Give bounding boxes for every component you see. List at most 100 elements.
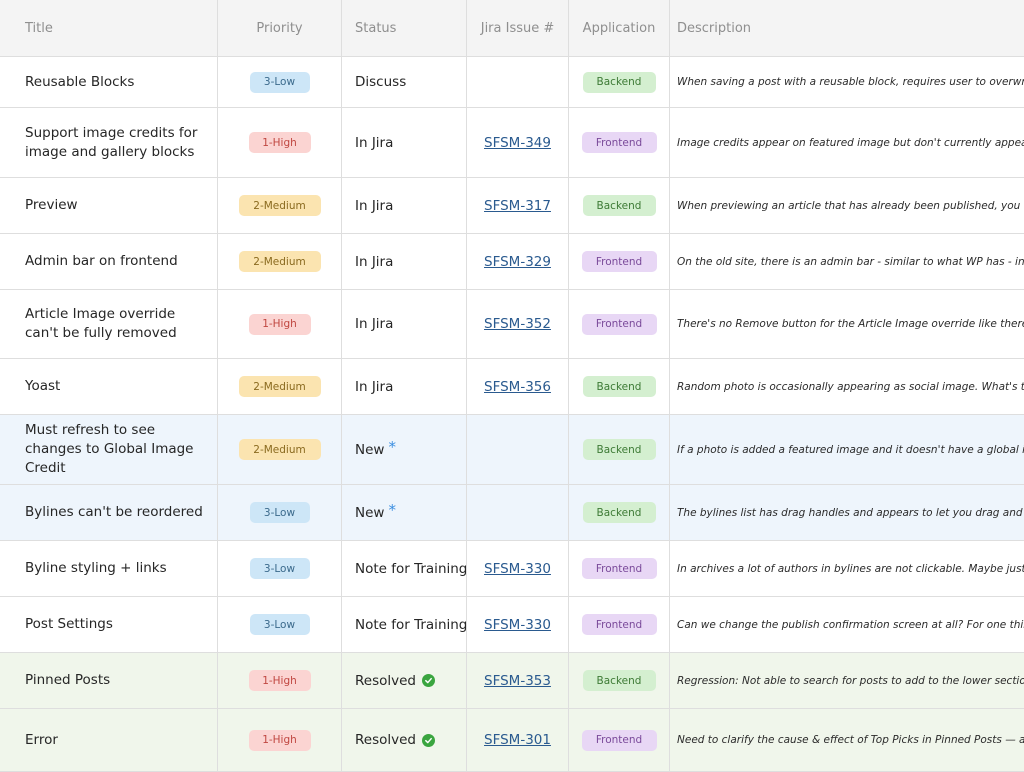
priority-cell[interactable]: 3-Low: [218, 541, 342, 596]
status-cell[interactable]: In Jira: [342, 234, 467, 289]
table-row[interactable]: Must refresh to see changes to Global Im…: [0, 415, 1024, 485]
status-cell[interactable]: Note for Training: [342, 597, 467, 652]
jira-issue-link[interactable]: SFSM-330: [484, 560, 551, 577]
description-cell[interactable]: Random photo is occasionally appearing a…: [670, 359, 1024, 414]
application-cell[interactable]: Frontend: [569, 234, 670, 289]
table-row[interactable]: Article Image override can't be fully re…: [0, 290, 1024, 359]
jira-issue-link[interactable]: SFSM-330: [484, 616, 551, 633]
application-cell[interactable]: Backend: [569, 57, 670, 107]
column-header-application[interactable]: Application: [569, 0, 670, 56]
table-row[interactable]: Byline styling + links 3-Low Note for Tr…: [0, 541, 1024, 597]
jira-cell[interactable]: SFSM-356: [467, 359, 569, 414]
priority-cell[interactable]: 2-Medium: [218, 178, 342, 233]
description-cell[interactable]: The bylines list has drag handles and ap…: [670, 485, 1024, 540]
description-cell[interactable]: When saving a post with a reusable block…: [670, 57, 1024, 107]
application-cell[interactable]: Frontend: [569, 290, 670, 358]
application-cell[interactable]: Frontend: [569, 108, 670, 177]
application-cell[interactable]: Frontend: [569, 597, 670, 652]
title-cell[interactable]: Yoast: [0, 359, 218, 414]
priority-cell[interactable]: 2-Medium: [218, 415, 342, 484]
application-cell[interactable]: Backend: [569, 415, 670, 484]
jira-issue-link[interactable]: SFSM-329: [484, 253, 551, 270]
table-row[interactable]: Bylines can't be reordered 3-Low New * Ba…: [0, 485, 1024, 541]
jira-cell[interactable]: SFSM-349: [467, 108, 569, 177]
jira-issue-link[interactable]: SFSM-353: [484, 672, 551, 689]
description-cell[interactable]: If a photo is added a featured image and…: [670, 415, 1024, 484]
application-cell[interactable]: Backend: [569, 653, 670, 708]
table-row[interactable]: Preview 2-Medium In Jira SFSM-317 Backen…: [0, 178, 1024, 234]
status-cell[interactable]: Discuss: [342, 57, 467, 107]
status-cell[interactable]: In Jira: [342, 359, 467, 414]
title-cell[interactable]: Article Image override can't be fully re…: [0, 290, 218, 358]
column-header-priority[interactable]: Priority: [218, 0, 342, 56]
column-header-description[interactable]: Description: [677, 20, 752, 36]
application-cell[interactable]: Frontend: [569, 709, 670, 771]
jira-issue-link[interactable]: SFSM-349: [484, 134, 551, 151]
priority-cell[interactable]: 3-Low: [218, 57, 342, 107]
table-row[interactable]: Yoast 2-Medium In Jira SFSM-356 Backend …: [0, 359, 1024, 415]
title-cell[interactable]: Admin bar on frontend: [0, 234, 218, 289]
description-cell[interactable]: On the old site, there is an admin bar -…: [670, 234, 1024, 289]
status-cell[interactable]: Resolved: [342, 653, 467, 708]
priority-cell[interactable]: 1-High: [218, 108, 342, 177]
jira-cell[interactable]: [467, 485, 569, 540]
priority-cell[interactable]: 1-High: [218, 290, 342, 358]
table-row[interactable]: Admin bar on frontend 2-Medium In Jira S…: [0, 234, 1024, 290]
status-cell[interactable]: In Jira: [342, 290, 467, 358]
application-cell[interactable]: Backend: [569, 485, 670, 540]
description-cell[interactable]: There's no Remove button for the Article…: [670, 290, 1024, 358]
description-cell[interactable]: Can we change the publish confirmation s…: [670, 597, 1024, 652]
description-cell[interactable]: When previewing an article that has alre…: [670, 178, 1024, 233]
status-cell[interactable]: In Jira: [342, 108, 467, 177]
status-cell[interactable]: New *: [342, 485, 467, 540]
title-cell[interactable]: Post Settings: [0, 597, 218, 652]
title-cell[interactable]: Byline styling + links: [0, 541, 218, 596]
jira-cell[interactable]: SFSM-329: [467, 234, 569, 289]
status-cell[interactable]: Resolved: [342, 709, 467, 771]
title-cell[interactable]: Bylines can't be reordered: [0, 485, 218, 540]
title-cell[interactable]: Must refresh to see changes to Global Im…: [0, 415, 218, 484]
title-cell[interactable]: Preview: [0, 178, 218, 233]
priority-cell[interactable]: 3-Low: [218, 485, 342, 540]
jira-cell[interactable]: [467, 57, 569, 107]
table-row[interactable]: Post Settings 3-Low Note for Training SF…: [0, 597, 1024, 653]
jira-cell[interactable]: SFSM-330: [467, 597, 569, 652]
priority-cell[interactable]: 2-Medium: [218, 359, 342, 414]
jira-cell[interactable]: SFSM-353: [467, 653, 569, 708]
description-cell[interactable]: Need to clarify the cause & effect of To…: [670, 709, 1024, 771]
jira-cell[interactable]: SFSM-301: [467, 709, 569, 771]
jira-cell[interactable]: SFSM-317: [467, 178, 569, 233]
description-cell[interactable]: In archives a lot of authors in bylines …: [670, 541, 1024, 596]
description-cell[interactable]: Image credits appear on featured image b…: [670, 108, 1024, 177]
table-row[interactable]: Support image credits for image and gall…: [0, 108, 1024, 178]
status-cell[interactable]: Note for Training: [342, 541, 467, 596]
column-header-status[interactable]: Status: [342, 0, 467, 56]
column-header-jira[interactable]: Jira Issue #: [467, 0, 569, 56]
priority-cell[interactable]: 1-High: [218, 709, 342, 771]
column-header-title[interactable]: Title: [0, 0, 218, 56]
jira-issue-link[interactable]: SFSM-352: [484, 316, 551, 332]
application-cell[interactable]: Backend: [569, 178, 670, 233]
application-cell[interactable]: Frontend: [569, 541, 670, 596]
table-row[interactable]: Reusable Blocks 3-Low Discuss Backend Wh…: [0, 57, 1024, 108]
issue-description: Image credits appear on featured image b…: [677, 136, 1024, 149]
priority-cell[interactable]: 2-Medium: [218, 234, 342, 289]
priority-cell[interactable]: 1-High: [218, 653, 342, 708]
jira-cell[interactable]: SFSM-330: [467, 541, 569, 596]
jira-issue-link[interactable]: SFSM-317: [484, 197, 551, 214]
title-cell[interactable]: Support image credits for image and gall…: [0, 108, 218, 177]
title-cell[interactable]: Pinned Posts: [0, 653, 218, 708]
title-cell[interactable]: Reusable Blocks: [0, 57, 218, 107]
description-cell[interactable]: Regression: Not able to search for posts…: [670, 653, 1024, 708]
jira-cell[interactable]: SFSM-352: [467, 290, 569, 358]
status-cell[interactable]: In Jira: [342, 178, 467, 233]
table-row[interactable]: Pinned Posts 1-High Resolved SFSM-353 Ba…: [0, 653, 1024, 709]
jira-issue-link[interactable]: SFSM-301: [484, 732, 551, 748]
application-cell[interactable]: Backend: [569, 359, 670, 414]
table-row[interactable]: Error 1-High Resolved SFSM-301 Frontend …: [0, 709, 1024, 772]
jira-issue-link[interactable]: SFSM-356: [484, 378, 551, 395]
status-cell[interactable]: New *: [342, 415, 467, 484]
title-cell[interactable]: Error: [0, 709, 218, 771]
priority-cell[interactable]: 3-Low: [218, 597, 342, 652]
jira-cell[interactable]: [467, 415, 569, 484]
